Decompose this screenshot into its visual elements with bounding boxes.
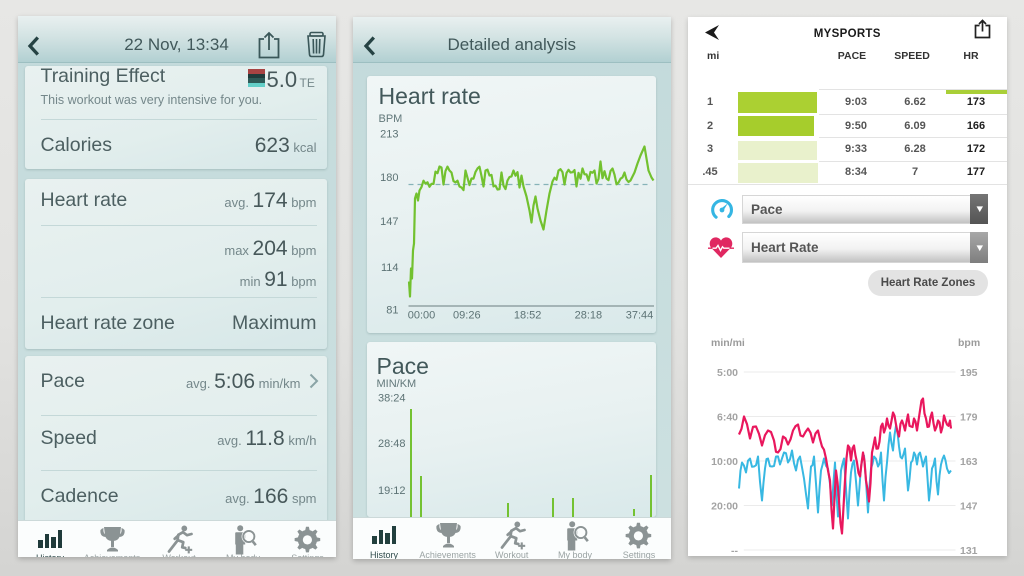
svg-text:6:40: 6:40 (717, 411, 738, 423)
svg-text:18:52: 18:52 (513, 309, 541, 321)
svg-text:147: 147 (380, 215, 398, 227)
svg-text:81: 81 (386, 304, 398, 316)
svg-text:28:18: 28:18 (574, 309, 602, 321)
svg-text:09:26: 09:26 (453, 309, 481, 321)
svg-text:213: 213 (380, 128, 398, 140)
svg-text:180: 180 (380, 172, 398, 184)
svg-text:195: 195 (960, 367, 978, 379)
svg-text:37:44: 37:44 (625, 309, 653, 321)
svg-text:179: 179 (960, 411, 978, 423)
svg-text:163: 163 (960, 456, 978, 468)
svg-text:00:00: 00:00 (407, 309, 435, 321)
svg-text:38:24: 38:24 (377, 393, 405, 405)
svg-text:131: 131 (960, 545, 978, 557)
svg-text:19:12: 19:12 (377, 485, 405, 497)
svg-text:28:48: 28:48 (377, 438, 405, 450)
svg-text:--: -- (731, 545, 738, 557)
svg-text:20:00: 20:00 (711, 500, 738, 512)
svg-text:10:00: 10:00 (711, 456, 738, 468)
svg-text:147: 147 (960, 500, 978, 512)
svg-text:114: 114 (380, 262, 398, 274)
svg-text:5:00: 5:00 (717, 367, 738, 379)
